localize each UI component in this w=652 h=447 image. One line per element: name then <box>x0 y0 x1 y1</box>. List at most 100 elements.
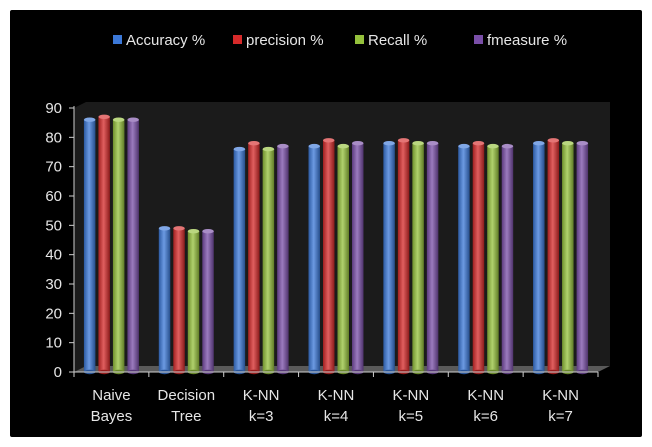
bars <box>83 114 589 375</box>
legend-item: Recall % <box>355 32 427 49</box>
bar-body <box>383 143 395 372</box>
bar-body <box>487 146 499 372</box>
bar-cap <box>262 146 275 152</box>
bar <box>202 229 214 375</box>
y-tick-label: 40 <box>45 247 62 264</box>
bar <box>277 143 289 375</box>
bar-cap <box>127 117 139 122</box>
bar-cap <box>412 141 424 146</box>
bar-cap <box>187 229 200 234</box>
x-tick-label: K-NN <box>318 387 355 404</box>
bar <box>173 226 185 375</box>
bar-body <box>547 140 560 372</box>
bar <box>352 141 364 375</box>
bar-body <box>397 140 410 372</box>
legend-label: precision % <box>246 32 324 49</box>
x-tick-label: Tree <box>171 408 201 425</box>
axes <box>69 106 599 377</box>
bar-body <box>98 116 110 372</box>
bar-cap <box>202 229 214 234</box>
bar <box>127 117 139 375</box>
y-tick-label: 80 <box>45 129 62 146</box>
bar-cap <box>533 141 545 146</box>
bar-body <box>158 228 171 372</box>
bar <box>337 143 349 375</box>
bar-cap <box>562 141 574 146</box>
bar-body <box>533 143 545 372</box>
bar <box>562 141 574 375</box>
bar <box>472 141 485 375</box>
x-tick-label: k=5 <box>399 408 424 425</box>
bar-body <box>562 143 574 372</box>
bar-body <box>323 140 335 372</box>
x-tick-label: k=7 <box>548 408 573 425</box>
y-tick-label: 0 <box>54 364 62 381</box>
bar <box>158 226 171 375</box>
legend-swatch <box>474 35 483 44</box>
bar-body <box>277 146 289 372</box>
bar-body <box>576 143 589 372</box>
bar-cap <box>472 141 485 146</box>
bar <box>576 141 589 375</box>
bar <box>248 141 260 375</box>
bar <box>547 138 560 375</box>
y-tick-label: 70 <box>45 159 62 176</box>
bar-cap <box>576 141 589 146</box>
bar-cap <box>277 143 289 149</box>
bar <box>112 117 125 375</box>
bar <box>98 114 110 375</box>
y-tick-label: 60 <box>45 188 62 205</box>
bar-cap <box>248 141 260 146</box>
bar-body <box>472 143 485 372</box>
bar-body <box>426 143 439 372</box>
y-tick-label: 90 <box>45 100 62 117</box>
legend-label: Accuracy % <box>126 32 205 49</box>
bar-cap <box>352 141 364 146</box>
y-tick-label: 10 <box>45 335 62 352</box>
bar-body <box>412 143 424 372</box>
bar-body <box>173 228 185 372</box>
x-tick-label: K-NN <box>393 387 430 404</box>
x-tick-label: k=4 <box>324 408 349 425</box>
bar <box>426 141 439 375</box>
legend-label: Recall % <box>368 32 427 49</box>
bar-body <box>501 146 514 372</box>
bar <box>187 229 200 375</box>
y-tick-labels: 0 10 20 30 40 50 60 70 80 90 <box>45 100 62 381</box>
x-tick-label: k=3 <box>249 408 274 425</box>
bar-body <box>187 231 200 372</box>
bar-cap <box>458 143 470 149</box>
bar-body <box>337 146 349 372</box>
bar-cap <box>158 226 171 231</box>
legend-swatch <box>233 35 242 44</box>
y-tick-label: 50 <box>45 217 62 234</box>
bar <box>412 141 424 375</box>
bar <box>308 143 320 375</box>
bar-body <box>112 119 125 372</box>
legend-label: fmeasure % <box>487 32 567 49</box>
x-tick-label: Naive <box>92 387 130 404</box>
bar-cap <box>426 141 439 146</box>
bar-cap <box>83 117 96 122</box>
bar <box>323 138 335 375</box>
x-tick-label: K-NN <box>542 387 579 404</box>
bar-cap <box>308 143 320 149</box>
bar <box>458 143 470 375</box>
x-tick-label: K-NN <box>467 387 504 404</box>
bar-cap <box>173 226 185 231</box>
bar <box>383 141 395 375</box>
x-tick-label: k=6 <box>473 408 498 425</box>
bar <box>501 143 514 375</box>
bar-cap <box>112 117 125 122</box>
legend: Accuracy % precision % Recall % fmeasure % <box>113 32 567 49</box>
x-tick-labels: Naive Bayes Decision Tree K-NN k=3 K-NN k=4 K-NN… <box>91 387 579 425</box>
legend-swatch <box>355 35 364 44</box>
y-tick-label: 30 <box>45 276 62 293</box>
bar-cap <box>397 138 410 143</box>
bar-body <box>308 146 320 372</box>
bar-body <box>233 149 246 372</box>
legend-item: Accuracy % <box>113 32 205 49</box>
legend-item: precision % <box>233 32 324 49</box>
